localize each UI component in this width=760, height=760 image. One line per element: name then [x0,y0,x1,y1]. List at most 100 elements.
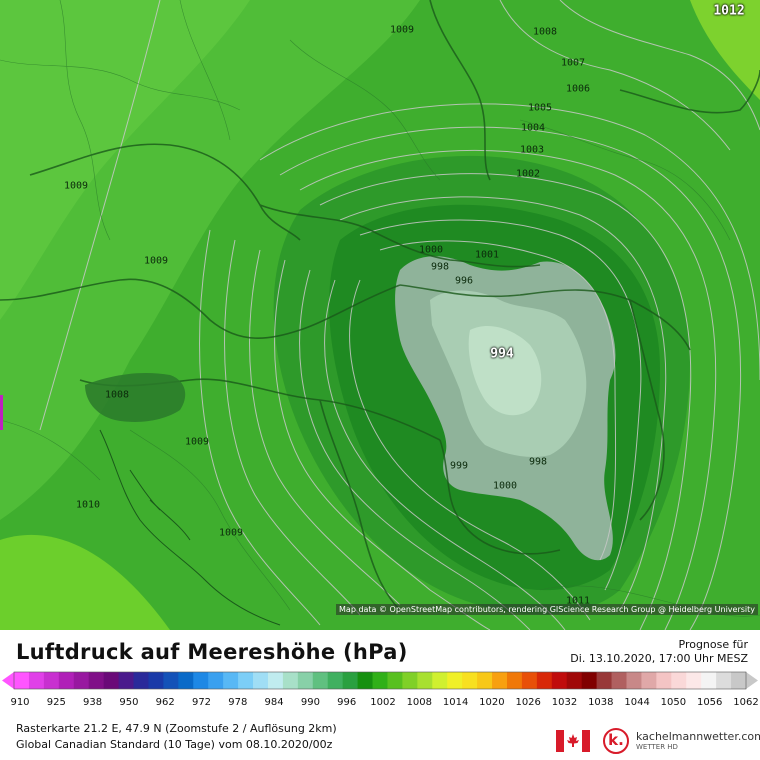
colorbar-swatch [656,672,672,689]
colorbar-swatch [716,672,732,689]
colorbar-swatch [133,672,149,689]
model-info-line: Global Canadian Standard (10 Tage) vom 0… [16,738,333,751]
colorbar-swatch [342,672,359,689]
isobar-label: 1008 [532,26,558,38]
colorbar-swatch [223,672,239,689]
isobar-label: 1009 [63,180,89,192]
colorbar-tick-label: 978 [228,697,248,708]
isobar-label: 1002 [515,168,541,180]
colorbar-swatch [387,672,403,689]
isobar-label: 996 [454,275,474,287]
colorbar-tick-label: 962 [155,697,175,708]
isobar-label-corner: 1012 [713,3,745,19]
colorbar-swatch [701,672,717,689]
colorbar-swatch [551,672,568,689]
colorbar-tick-label: 910 [10,697,30,708]
colorbar-max-arrow [746,672,758,689]
colorbar-tick-label: 1014 [442,697,469,708]
colorbar-swatch [118,672,135,689]
colorbar-swatch [731,672,747,689]
forecast-label: Prognose für [678,638,749,651]
colorbar-tick-label: 1062 [733,697,759,708]
colorbar-tick-label: 984 [264,697,284,708]
colorbar-swatch [566,672,583,689]
colorbar-swatch [402,672,418,689]
forecast-date: Di. 13.10.2020, 17:00 Uhr MESZ [570,652,748,665]
colorbar-swatch [253,672,269,689]
legend-panel: Luftdruck auf Meereshöhe (hPa) Prognose … [0,630,760,760]
legend-title: Luftdruck auf Meereshöhe (hPa) [16,640,408,664]
colorbar-tick-label: 938 [83,697,103,708]
low-core-min [468,325,542,416]
colorbar-swatch [208,672,224,689]
colorbar-swatch [372,672,388,689]
colorbar-swatch [492,672,508,689]
pressure-1012-area [690,0,760,100]
colorbar-swatch [103,672,120,689]
colorbar-swatch [178,672,194,689]
alpine-region [85,373,186,422]
colorbar-swatch [417,672,433,689]
colorbar-tick-label: 1008 [406,697,433,708]
map-graphic [0,0,760,630]
colorbar-swatch [671,672,687,689]
isobar-label: 1006 [565,83,591,95]
colorbar-tick-label: 972 [191,697,212,708]
colorbar-tick-label: 996 [337,697,357,708]
coastline [99,429,281,626]
colorbar-swatch [506,672,523,689]
colorbar-swatch [357,672,374,689]
colorbar-ticks: 910 925 938 950 962 972 978 984 990 996 1002 1008 10… [0,697,760,713]
kachelmann-logo-icon[interactable]: k. [603,728,629,754]
colorbar-swatch [193,672,209,689]
colorbar-swatch [163,672,179,689]
isobar-label: 1004 [520,122,546,134]
isobar-label: 1007 [560,57,586,69]
country-borders [0,0,760,611]
map-edge-marker [0,395,3,430]
isobar-label: 1000 [418,244,444,256]
colorbar-swatch [282,672,299,689]
colorbar-tick-label: 1002 [370,697,396,708]
isobar-label: 999 [449,460,469,472]
colorbar-swatch [58,672,75,689]
brand-name[interactable]: kachelmannwetter.com [636,730,760,743]
colorbar-swatch [88,672,105,689]
pressure-map[interactable]: 1009 1008 1007 1006 1005 1004 1003 1002 … [0,0,760,630]
colorbar-tick-label: 1026 [515,697,541,708]
colorbar-tick-label: 1050 [660,697,687,708]
colorbar-swatch [432,672,448,689]
colorbar-swatch [581,672,598,689]
isobar-label: 1009 [143,255,169,267]
colorbar-swatch [267,672,284,689]
map-info-line: Rasterkarte 21.2 E, 47.9 N (Zoomstufe 2 … [16,722,337,735]
isobar-label: 1009 [389,24,415,36]
map-attribution[interactable]: Map data © OpenStreetMap contributors, r… [336,604,758,615]
colorbar-swatch [73,672,90,689]
colorbar-tick-label: 950 [119,697,139,708]
colorbar-swatch [447,672,463,689]
colorbar-tick-label: 1020 [479,697,505,708]
isobar-label: 998 [430,261,450,273]
colorbar-tick-label: 1032 [551,697,578,708]
colorbar-swatch [297,672,314,689]
colorbar-swatch [312,672,329,689]
colorbar-swatch [641,672,657,689]
isobar-label: 1010 [75,499,101,511]
isobar-label: 998 [528,456,548,468]
colorbar-swatch [462,672,478,689]
brand-subtitle: WETTER HD [636,743,678,751]
isobar-label: 1009 [184,436,210,448]
colorbar-swatch [43,672,60,689]
region-lines [0,0,760,617]
colorbar-swatch [611,672,627,689]
colorbar-swatch [536,672,553,689]
isobar-label: 1005 [527,102,553,114]
isobar-label: 1003 [519,144,545,156]
colorbar-tick-label: 990 [300,697,320,708]
colorbar-min-arrow [2,672,14,689]
isobar-label: 1001 [474,249,500,261]
colorbar-swatch [521,672,538,689]
canada-flag-icon [556,730,590,752]
colorbar-swatch [238,672,254,689]
